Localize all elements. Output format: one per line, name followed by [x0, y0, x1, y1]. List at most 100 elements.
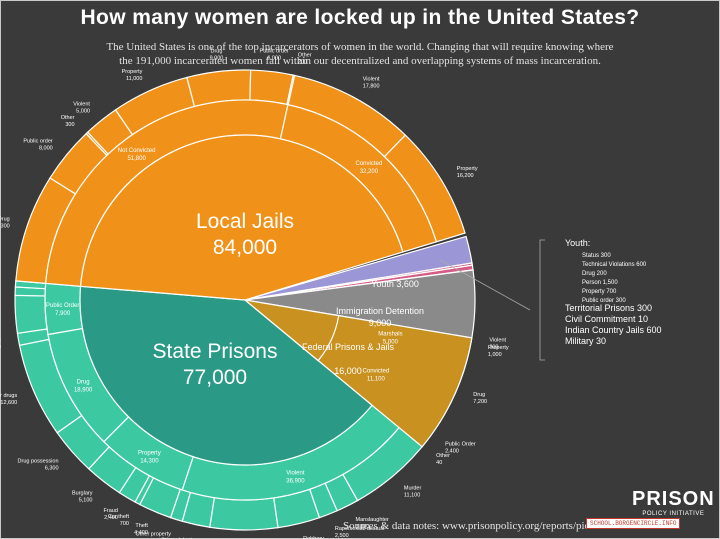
- label-local-jails: Local Jails: [196, 210, 294, 233]
- legend-item-2: Technical Violations 600: [582, 262, 647, 268]
- outer-value-26: 6,300: [45, 465, 59, 471]
- middle-label-4: Drug: [77, 379, 90, 385]
- outer-value-24: 2,400: [104, 515, 118, 521]
- label-federal: Federal Prisons & Jails: [302, 342, 395, 352]
- outer-value-0: 15,300: [0, 224, 10, 230]
- outer-value-16: 3,000: [356, 524, 370, 530]
- outer-label-16: Manslaughter: [356, 517, 389, 523]
- chart-subtitle: The United States is one of the top inca…: [40, 40, 680, 68]
- outer-label-8: Violent: [363, 77, 380, 83]
- outer-value-9: 16,200: [457, 173, 474, 179]
- outer-value-13: 2,400: [445, 449, 459, 455]
- youth-legend: Youth: Status 300 Technical Violations 600…: [439, 238, 662, 361]
- outer-value-27: 12,600: [0, 400, 17, 406]
- outer-value-11: 1,000: [488, 352, 502, 358]
- outer-segment-state-14: [14, 294, 48, 334]
- outer-label-11: Property: [488, 345, 509, 351]
- legend-item-3: Drug 200: [582, 271, 607, 277]
- outer-value-8: 17,800: [363, 84, 380, 90]
- outer-value-3: 5,000: [76, 108, 90, 114]
- outer-label-18: Robbery: [303, 536, 324, 539]
- inner-pie: [79, 134, 476, 466]
- label-youth: Youth 3,600: [371, 279, 419, 289]
- outer-value-2: 300: [65, 122, 74, 128]
- outer-label-17: Rape/sexual assault: [335, 526, 385, 532]
- outer-label-28: DUI: [0, 337, 1, 343]
- legend-item-9: Indian Country Jails 600: [565, 325, 662, 335]
- outer-label-7: Other: [298, 53, 312, 59]
- outer-label-12: Drug: [473, 392, 485, 398]
- prison-policy-logo: PRISON POLICY INITIATIVE: [632, 488, 715, 517]
- middle-label-5: Public Order: [46, 303, 79, 309]
- outer-label-21: Other property: [136, 532, 172, 538]
- middle-value-3: 14,300: [140, 458, 159, 464]
- outer-value-10: 300: [489, 345, 498, 351]
- outer-label-1: Public order: [23, 138, 53, 144]
- outer-label-0: Drug: [0, 217, 10, 223]
- outer-label-24: Fraud: [104, 508, 118, 514]
- logo-subtext: POLICY INITIATIVE: [642, 511, 705, 517]
- middle-value-5: 7,900: [55, 311, 71, 317]
- outer-value-5: 9,000: [210, 56, 224, 62]
- outer-value-28: 1,600: [0, 344, 1, 350]
- legend-item-7: Territorial Prisons 300: [565, 303, 652, 313]
- value-local-jails: 84,000: [213, 236, 277, 259]
- outer-label-2: Other: [61, 115, 75, 121]
- logo-text: PRISON: [632, 488, 715, 510]
- middle-value-6: 51,800: [127, 156, 146, 162]
- outer-value-4: 11,000: [126, 76, 142, 82]
- outer-value-25: 5,100: [79, 498, 93, 504]
- middle-label-7: Convicted: [356, 161, 383, 167]
- legend-item-4: Person 1,500: [582, 280, 618, 286]
- outer-value-7: 200: [298, 60, 307, 66]
- outer-value-17: 2,500: [335, 533, 349, 539]
- value-federal: 16,000: [334, 366, 362, 376]
- outer-label-26: Drug possession: [18, 458, 59, 464]
- outer-label-13: Public Order: [445, 442, 476, 448]
- outer-label-5: Drug: [211, 49, 223, 55]
- legend-item-5: Property 700: [582, 289, 617, 295]
- legend-item-0: Youth:: [565, 238, 590, 248]
- sources-note: Sources & data notes: www.prisonpolicy.o…: [343, 520, 667, 532]
- outer-label-23: Car theft: [108, 514, 130, 520]
- outer-label-27: Other drugs: [0, 393, 17, 399]
- middle-label-1: Convicted: [363, 368, 390, 374]
- middle-value-7: 32,200: [360, 169, 379, 175]
- subtitle-line-2: the 191,000 incarcerated women fall with…: [119, 55, 601, 67]
- middle-label-6: Not Convicted: [118, 148, 156, 154]
- middle-value-2: 36,900: [286, 478, 305, 484]
- outer-value-22: 4,400: [134, 530, 148, 536]
- label-immigration: Immigration Detention: [336, 306, 424, 316]
- legend-connector: [439, 259, 531, 311]
- slice-local: [79, 134, 404, 301]
- outer-label-22: Theft: [135, 523, 148, 529]
- subtitle-line-1: The United States is one of the top inca…: [106, 41, 614, 53]
- middle-value-0: 5,000: [383, 340, 399, 346]
- legend-item-1: Status 300: [582, 253, 611, 259]
- label-state-prisons: State Prisons: [153, 340, 278, 363]
- watermark: SCHOOL.BORGENCIRCLE.INFO: [586, 518, 681, 529]
- slice-state: [79, 285, 373, 466]
- outer-segment-state-4: [209, 496, 279, 531]
- legend-bracket: [539, 239, 545, 361]
- outer-value-15: 11,100: [404, 492, 420, 498]
- outer-label-14: Other: [436, 453, 450, 459]
- value-immigration: 9,000: [369, 318, 392, 328]
- middle-value-1: 11,100: [367, 376, 386, 382]
- outer-label-20: Other violent: [161, 537, 193, 539]
- legend-item-8: Civil Commitment 10: [565, 314, 648, 324]
- middle-label-0: Marshals: [378, 332, 402, 338]
- outer-segment-local-6: [249, 69, 294, 106]
- outer-label-25: Burglary: [72, 491, 93, 497]
- middle-label-3: Property: [138, 450, 161, 456]
- legend-item-10: Military 30: [565, 336, 606, 346]
- middle-value-4: 18,900: [74, 387, 93, 393]
- outer-value-14: 40: [436, 460, 442, 466]
- slice-labels: Local Jails 84,000 State Prisons 77,000 Fede…: [0, 49, 509, 539]
- middle-label-2: Violent: [286, 470, 305, 476]
- outer-value-6: 6,000: [267, 56, 281, 62]
- outer-value-23: 700: [120, 521, 129, 527]
- outer-label-15: Murder: [404, 485, 422, 491]
- outer-label-10: Violent: [489, 338, 506, 344]
